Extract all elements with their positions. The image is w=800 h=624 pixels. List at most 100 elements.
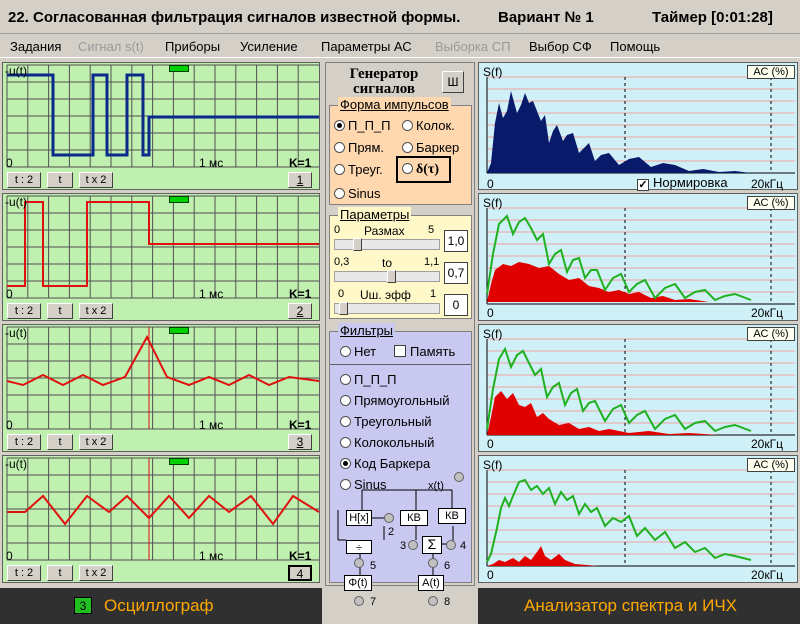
scheme-label-7: 7	[370, 596, 377, 608]
window-title: 22. Согласованная фильтрация сигналов из…	[8, 9, 461, 26]
filter-none-radio[interactable]: Нет	[340, 344, 376, 359]
menu-signal[interactable]: Сигнал s(t)	[78, 39, 144, 54]
pulse-radio-kolok[interactable]: Колок.	[402, 118, 455, 133]
time-x2-button[interactable]: t x 2	[79, 565, 113, 581]
menu-pribory[interactable]: Приборы	[165, 39, 221, 54]
check-icon: ✓	[637, 179, 649, 191]
time-x2-button[interactable]: t x 2	[79, 303, 113, 319]
time-x2-button[interactable]: t x 2	[79, 434, 113, 450]
spectrum-screen-2: S(f) АС (%) 0 20кГц	[478, 193, 798, 321]
time-button[interactable]: t	[47, 303, 73, 319]
spectrum-plot-1	[486, 76, 795, 174]
to-slider[interactable]	[334, 270, 440, 283]
normalize-checkbox[interactable]: ✓ Нормировка	[637, 175, 728, 191]
filter-radio-sinus[interactable]: Sinus	[340, 477, 387, 492]
to-max: 1,1	[424, 256, 440, 268]
osc-channel-1: -u(t) 0 1 мс K=1 t : 2 t t x 2 1	[2, 62, 320, 190]
osc-y-label: -u(t)	[5, 326, 27, 340]
scheme-terminal-8[interactable]	[428, 596, 438, 606]
filter-radio-ppp[interactable]: П_П_П	[340, 372, 397, 387]
menu-bar: Задания Сигнал s(t) Приборы Усиление Пар…	[0, 36, 800, 58]
osc-zero-label: 0	[6, 418, 13, 432]
time-button[interactable]: t	[47, 565, 73, 581]
pulse-shape-group: Форма импульсов П_П_П Колок. Прям. Барке…	[329, 97, 472, 205]
scheme-label-3: 3	[400, 540, 407, 552]
oscilloscope-title: Осциллограф	[104, 596, 214, 615]
pulse-shape-title: Форма импульсов	[338, 97, 451, 112]
pulse-radio-barker[interactable]: Баркер	[402, 140, 459, 155]
filter-radio-label: Код Баркера	[354, 456, 431, 471]
scheme-terminal-7[interactable]	[354, 596, 364, 606]
scheme-terminal-3[interactable]	[408, 540, 418, 550]
pulse-radio-sinus[interactable]: Sinus	[334, 186, 381, 201]
channel-number-button[interactable]: 4	[288, 565, 312, 581]
scheme-terminal-1[interactable]	[384, 513, 394, 523]
spectrum-y-label: S(f)	[483, 196, 503, 210]
spectrum-screen-1: S(f) АС (%) 0 ✓ Нормировка 20кГц	[478, 62, 798, 191]
scheme-terminal-5[interactable]	[354, 558, 364, 568]
noise-slider[interactable]	[334, 302, 440, 315]
scheme-label-6: 6	[444, 560, 451, 572]
pulse-radio-ppp[interactable]: П_П_П	[334, 118, 391, 133]
to-slider-thumb[interactable]	[387, 270, 396, 283]
noise-button[interactable]: Ш	[442, 71, 464, 93]
ac-percent-button[interactable]: АС (%)	[747, 327, 795, 341]
ac-percent-button[interactable]: АС (%)	[747, 458, 795, 472]
osc-indicator	[169, 196, 189, 203]
scheme-label-2: 2	[388, 526, 395, 538]
pulse-radio-delta[interactable]: δ(τ)	[396, 156, 452, 183]
time-button[interactable]: t	[47, 434, 73, 450]
osc-channel-2: -u(t) 0 1 мс K=1 t : 2 t t x 2 2	[2, 193, 320, 321]
pulse-radio-label: Баркер	[416, 140, 460, 155]
filter-radio-kolokolny[interactable]: Колокольный	[340, 435, 434, 450]
scheme-terminal-6[interactable]	[428, 558, 438, 568]
time-x2-button[interactable]: t x 2	[79, 172, 113, 188]
osc-indicator	[169, 458, 189, 465]
razmah-slider[interactable]	[334, 238, 440, 251]
menu-pomosch[interactable]: Помощь	[610, 39, 661, 54]
pulse-radio-treug[interactable]: Треуг.	[334, 162, 383, 177]
menu-parametry-as[interactable]: Параметры АС	[321, 39, 412, 54]
pulse-radio-label: П_П_П	[348, 118, 391, 133]
channel-number-button[interactable]: 1	[288, 172, 312, 188]
channel-number-button[interactable]: 2	[288, 303, 312, 319]
razmah-label: Размах	[364, 224, 405, 238]
spectrum-plot-4	[486, 469, 795, 567]
time-div2-button[interactable]: t : 2	[7, 303, 41, 319]
noise-slider-thumb[interactable]	[339, 302, 348, 315]
menu-vyborka-sp[interactable]: Выборка СП	[435, 39, 511, 54]
scheme-xt-label: x(t)	[428, 480, 444, 492]
variant-label: Вариант № 1	[498, 9, 594, 26]
sum-block: Σ	[422, 536, 442, 554]
time-button[interactable]: t	[47, 172, 73, 188]
memory-label: Память	[410, 344, 456, 359]
scheme-input-terminal[interactable]	[454, 472, 464, 482]
filter-radio-barker[interactable]: Код Баркера	[340, 456, 430, 471]
ac-percent-button[interactable]: АС (%)	[747, 65, 795, 79]
osc-zero-label: 0	[6, 549, 13, 563]
generator-panel: Генератор сигналов Ш Форма импульсов П_П…	[325, 62, 475, 591]
active-channel-number: 3	[74, 597, 92, 614]
razmah-slider-thumb[interactable]	[353, 238, 362, 251]
filter-radio-pryamougolny[interactable]: Прямоугольный	[340, 393, 450, 408]
pulse-radio-label: Треуг.	[348, 162, 383, 177]
time-div2-button[interactable]: t : 2	[7, 565, 41, 581]
osc-zero-label: 0	[6, 287, 13, 301]
normalize-label: Нормировка	[653, 175, 728, 190]
scheme-label-8: 8	[444, 596, 451, 608]
scheme-label-4: 4	[460, 540, 467, 552]
timer-label: Таймер [0:01:28]	[652, 9, 773, 26]
scheme-terminal-4[interactable]	[446, 540, 456, 550]
menu-vybor-sf[interactable]: Выбор СФ	[529, 39, 592, 54]
filter-radio-treugolny[interactable]: Треугольный	[340, 414, 432, 429]
menu-zadaniya[interactable]: Задания	[10, 39, 62, 54]
time-div2-button[interactable]: t : 2	[7, 434, 41, 450]
memory-checkbox[interactable]: Память	[394, 344, 455, 359]
filter-radio-label: Треугольный	[354, 414, 432, 429]
filter-radio-label: П_П_П	[354, 372, 397, 387]
ac-percent-button[interactable]: АС (%)	[747, 196, 795, 210]
time-div2-button[interactable]: t : 2	[7, 172, 41, 188]
channel-number-button[interactable]: 3	[288, 434, 312, 450]
pulse-radio-pryam[interactable]: Прям.	[334, 140, 384, 155]
menu-usilenie[interactable]: Усиление	[240, 39, 298, 54]
